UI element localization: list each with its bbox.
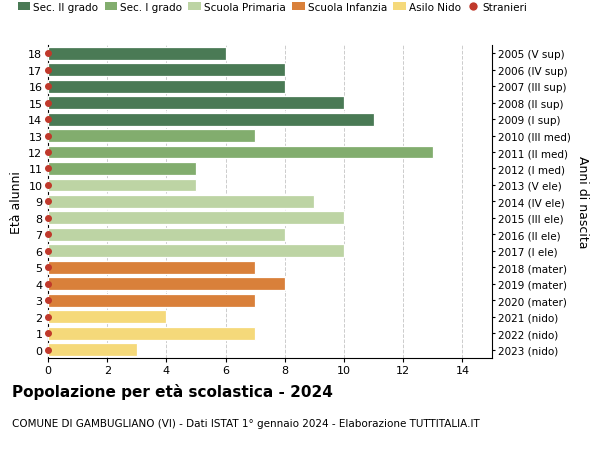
Bar	[48, 113, 374, 126]
Bar	[48, 294, 255, 307]
Bar	[48, 278, 285, 291]
Bar	[48, 179, 196, 192]
Bar	[48, 229, 285, 241]
Bar	[48, 261, 255, 274]
Y-axis label: Anni di nascita: Anni di nascita	[576, 156, 589, 248]
Bar	[48, 146, 433, 159]
Bar	[48, 343, 137, 356]
Bar	[48, 212, 344, 225]
Bar	[48, 48, 226, 61]
Y-axis label: Età alunni: Età alunni	[10, 171, 23, 233]
Bar	[48, 97, 344, 110]
Bar	[48, 245, 344, 257]
Bar	[48, 81, 285, 93]
Text: COMUNE DI GAMBUGLIANO (VI) - Dati ISTAT 1° gennaio 2024 - Elaborazione TUTTITALI: COMUNE DI GAMBUGLIANO (VI) - Dati ISTAT …	[12, 418, 480, 428]
Bar	[48, 64, 285, 77]
Bar	[48, 130, 255, 143]
Bar	[48, 162, 196, 175]
Bar	[48, 311, 166, 323]
Bar	[48, 196, 314, 208]
Bar	[48, 327, 255, 340]
Legend: Sec. II grado, Sec. I grado, Scuola Primaria, Scuola Infanzia, Asilo Nido, Stran: Sec. II grado, Sec. I grado, Scuola Prim…	[17, 3, 527, 13]
Text: Popolazione per età scolastica - 2024: Popolazione per età scolastica - 2024	[12, 383, 333, 399]
